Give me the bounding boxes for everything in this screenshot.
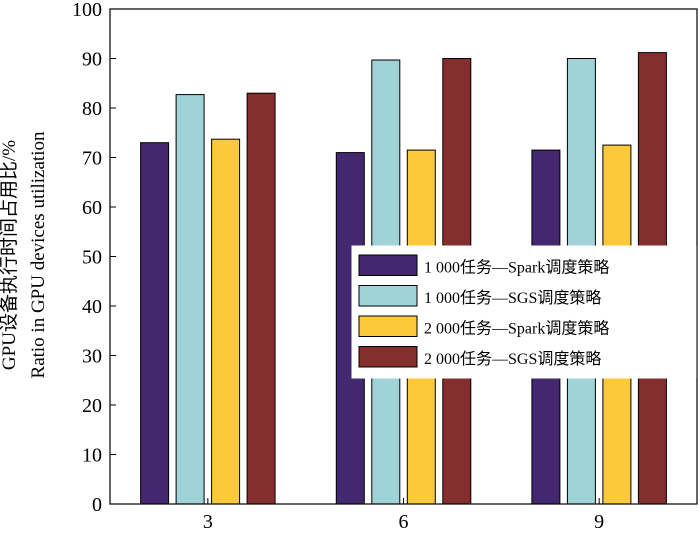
legend-label-4: 2 000任务—SGS调度策略 <box>424 350 601 368</box>
bar-series-2-cat-3 <box>175 94 205 505</box>
legend: 1 000任务—Spark调度策略 1 000任务—SGS调度策略 2 000任务—… <box>351 245 697 379</box>
y-tick-label-20: 20 <box>82 395 102 417</box>
legend-swatch-3 <box>358 315 418 337</box>
bar-series-1-cat-3 <box>140 142 170 505</box>
legend-label-2: 1 000任务—SGS调度策略 <box>424 289 601 307</box>
y-axis-title-line-2: Ratio in GPU devices utilization <box>28 131 49 378</box>
x-tick-label-9: 9 <box>594 511 604 533</box>
y-tick-label-100: 100 <box>72 0 102 21</box>
y-tick-label-40: 40 <box>82 296 102 318</box>
y-tick-label-80: 80 <box>82 98 102 120</box>
axes-layer: 0 10 20 30 40 50 60 70 80 90 100 3 6 9 <box>72 0 698 533</box>
x-tick-label-6: 6 <box>399 511 409 533</box>
y-tick-label-70: 70 <box>82 148 102 170</box>
bar-series-3-cat-3 <box>211 138 241 505</box>
y-tick-label-30: 30 <box>82 346 102 368</box>
y-axis-title: GPU设备执行时间占用比/% Ratio in GPU devices util… <box>0 131 49 378</box>
x-tick-label-3: 3 <box>203 511 213 533</box>
y-tick-label-0: 0 <box>92 494 102 516</box>
y-tick-label-60: 60 <box>82 197 102 219</box>
legend-label-3: 2 000任务—Spark调度策略 <box>424 319 609 337</box>
legend-swatch-4 <box>358 346 418 368</box>
y-tick-label-10: 10 <box>82 445 102 467</box>
bar-series-4-cat-3 <box>246 92 276 505</box>
legend-swatch-2 <box>358 285 418 307</box>
y-axis-title-line-1: GPU设备执行时间占用比/% <box>0 140 20 370</box>
y-tick-label-50: 50 <box>82 247 102 269</box>
legend-swatch-1 <box>358 254 418 276</box>
y-tick-label-90: 90 <box>82 49 102 71</box>
legend-label-1: 1 000任务—Spark调度策略 <box>424 258 609 276</box>
